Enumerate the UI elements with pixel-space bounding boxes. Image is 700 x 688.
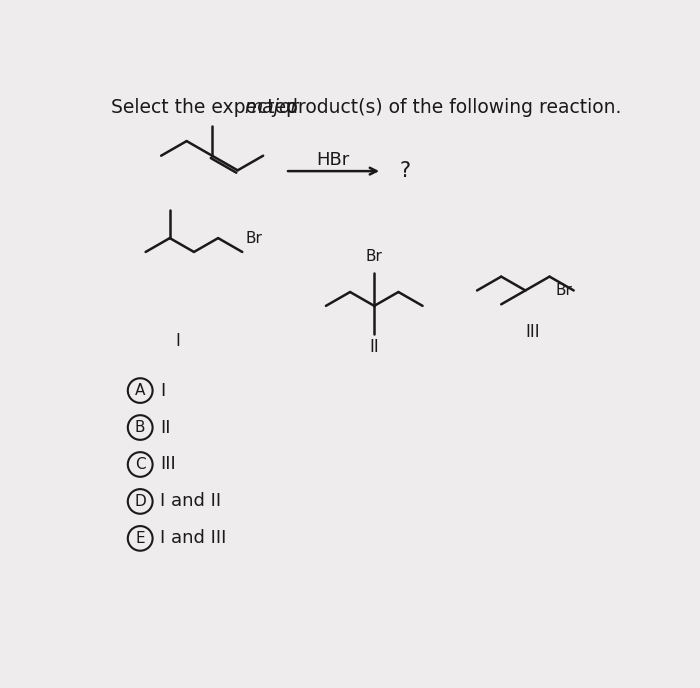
Circle shape [128,526,153,550]
Circle shape [128,415,153,440]
Text: I and III: I and III [160,529,227,548]
Circle shape [128,452,153,477]
Text: Br: Br [366,248,383,264]
Text: HBr: HBr [316,151,350,169]
Text: I and II: I and II [160,493,221,510]
Text: A: A [135,383,146,398]
Text: III: III [526,323,540,341]
Text: C: C [135,457,146,472]
Text: Br: Br [556,283,573,298]
Text: B: B [135,420,146,435]
Text: ?: ? [399,161,410,181]
Text: major: major [244,98,298,117]
Text: product(s) of the following reaction.: product(s) of the following reaction. [280,98,621,117]
Text: Select the expected: Select the expected [111,98,304,117]
Text: II: II [160,418,171,436]
Text: I: I [160,382,166,400]
Text: II: II [370,338,379,356]
Text: D: D [134,494,146,509]
Text: E: E [135,531,145,546]
Text: I: I [175,332,180,350]
Circle shape [128,378,153,403]
Text: III: III [160,455,176,473]
Circle shape [128,489,153,514]
Text: Br: Br [246,230,262,246]
